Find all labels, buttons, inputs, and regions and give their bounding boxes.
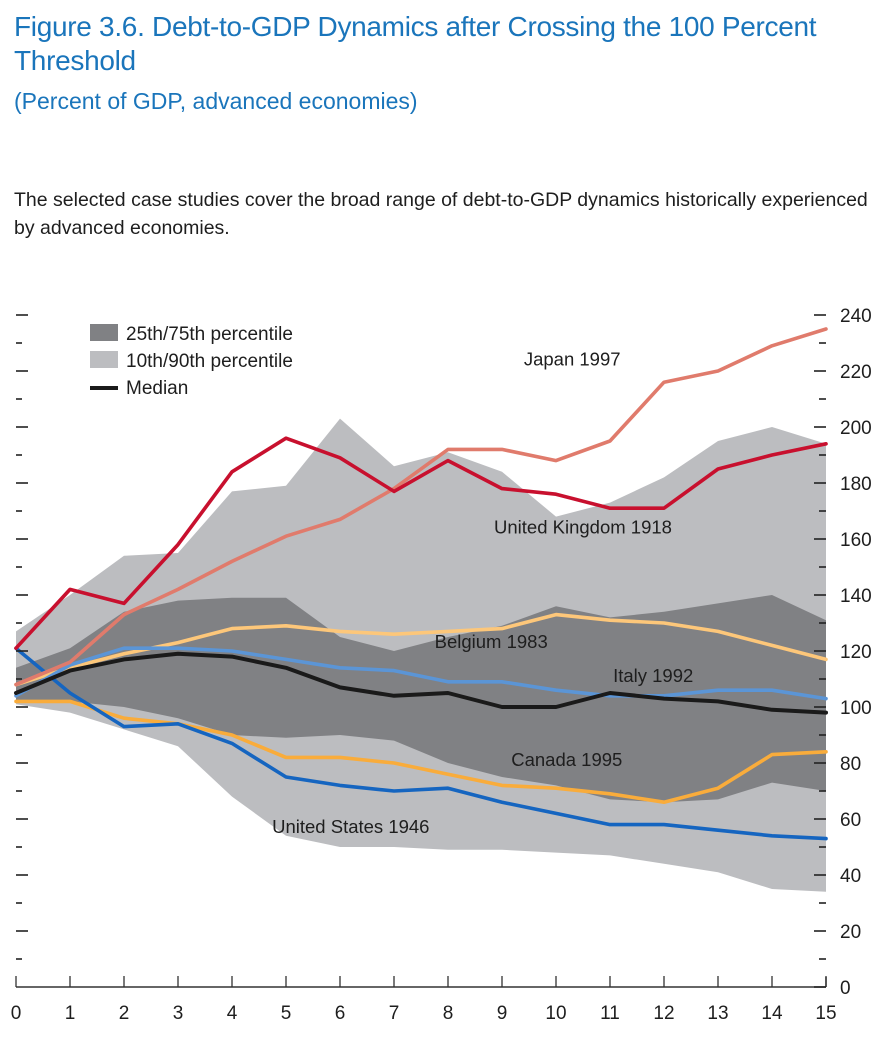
- x-tick-label: 10: [545, 1003, 566, 1024]
- legend: 25th/75th percentile 10th/90th percentile…: [90, 324, 293, 399]
- series-annotation: United States 1946: [272, 816, 429, 837]
- x-tick-label: 3: [173, 1003, 184, 1024]
- y-tick-label: 180: [840, 474, 872, 495]
- series-annotations: Japan 1997 United Kingdom 1918 Belgium 198…: [272, 348, 693, 837]
- x-tick-label: 14: [761, 1003, 783, 1024]
- x-tick-label: 6: [335, 1003, 346, 1024]
- legend-label: Median: [126, 378, 188, 399]
- y-tick-label: 60: [840, 810, 861, 831]
- series-annotation: Canada 1995: [511, 749, 622, 770]
- series-line-uk: [14, 436, 828, 651]
- series-line-median: [14, 651, 828, 715]
- percentile-bands: [16, 418, 826, 892]
- x-tick-label: 2: [119, 1003, 130, 1024]
- series-annotation: Italy 1992: [613, 665, 693, 686]
- y-tick-label: 220: [840, 362, 872, 383]
- y-tick-label: 100: [840, 698, 872, 719]
- y-tick-label: 200: [840, 418, 872, 439]
- series-annotation: United Kingdom 1918: [494, 516, 672, 537]
- y-tick-label: 80: [840, 754, 861, 775]
- y-tick-label: 160: [840, 530, 872, 551]
- legend-swatch-25-75: [90, 324, 118, 341]
- x-tick-label: 12: [653, 1003, 674, 1024]
- legend-label: 25th/75th percentile: [126, 324, 293, 345]
- x-tick-label: 7: [389, 1003, 400, 1024]
- y-tick-label: 120: [840, 642, 872, 663]
- series-annotation: Japan 1997: [524, 348, 621, 369]
- y-tick-label: 240: [840, 306, 872, 327]
- figure-subtitle: (Percent of GDP, advanced economies): [14, 88, 418, 114]
- y-tick-label: 40: [840, 866, 861, 887]
- x-tick-label: 0: [11, 1003, 22, 1024]
- debt-to-gdp-chart: 0 1 2 3 4 5 6 7 8 9 10 11 12 13 14 15020406080100120140…: [11, 306, 872, 1024]
- series-lines: [14, 327, 828, 841]
- x-tick-label: 4: [227, 1003, 238, 1024]
- figure-title: Figure 3.6. Debt-to-GDP Dynamics after C…: [14, 11, 817, 76]
- x-tick-label: 9: [497, 1003, 508, 1024]
- y-tick-label: 20: [840, 922, 861, 943]
- x-tick-label: 11: [600, 1003, 620, 1024]
- legend-label: 10th/90th percentile: [126, 351, 293, 372]
- series-line-us: [14, 646, 828, 841]
- legend-swatch-10-90: [90, 351, 118, 368]
- series-line-italy: [14, 646, 828, 701]
- x-tick-label: 15: [815, 1003, 836, 1024]
- legend-swatch-median: [90, 386, 118, 390]
- axes: 0 1 2 3 4 5 6 7 8 9 10 11 12 13 14 15020406080100120140…: [11, 306, 872, 1024]
- y-tick-label: 0: [840, 978, 851, 999]
- series-annotation: Belgium 1983: [435, 631, 548, 652]
- series-line-canada: [14, 699, 828, 805]
- series-line-japan: [14, 327, 828, 687]
- x-tick-label: 8: [443, 1003, 454, 1024]
- band-25th-75th-percentile: [16, 595, 826, 803]
- x-tick-label: 13: [707, 1003, 728, 1024]
- y-tick-label: 140: [840, 586, 872, 607]
- x-tick-label: 1: [65, 1003, 76, 1024]
- figure-description: The selected case studies cover the broa…: [14, 189, 868, 239]
- x-tick-label: 5: [281, 1003, 292, 1024]
